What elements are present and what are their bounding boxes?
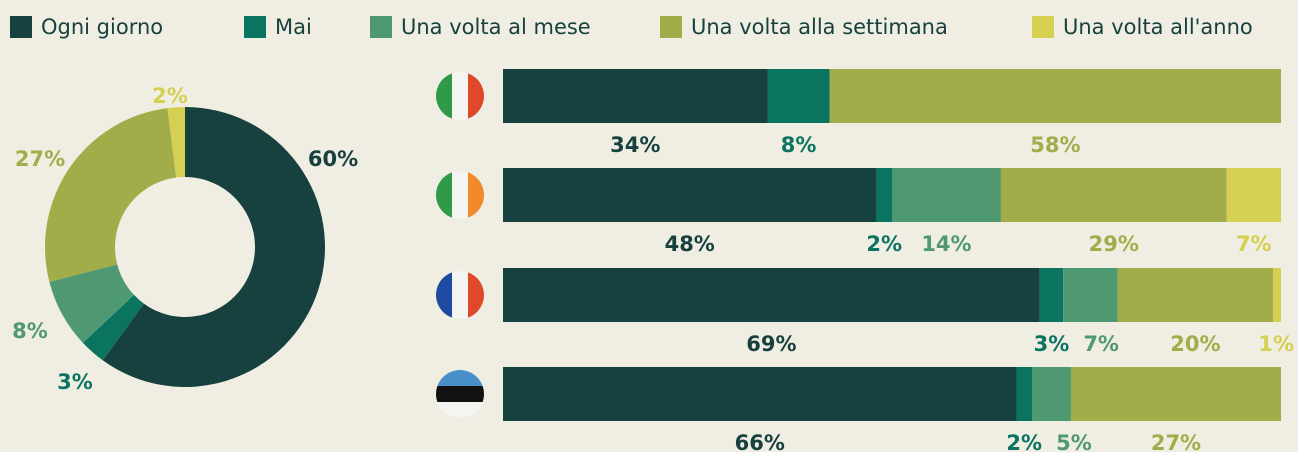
legend-swatch (370, 16, 392, 38)
bar-segment (503, 367, 1017, 421)
flag-ireland (436, 171, 484, 219)
legend-label: Ogni giorno (41, 15, 163, 39)
slice-label: 60% (308, 147, 358, 171)
bar-segment (1063, 268, 1118, 322)
bar-segment (1226, 168, 1281, 222)
bar-value-label: 2% (1006, 431, 1042, 452)
bar-segment (767, 69, 830, 123)
bar-value-label: 1% (1258, 332, 1294, 356)
bar-segment (503, 69, 768, 123)
flag-italy (436, 72, 484, 120)
bar-segment (829, 69, 1281, 123)
bar-segment (1032, 367, 1071, 421)
slice-label: 2% (152, 84, 188, 108)
bar-segment (1039, 268, 1064, 322)
bar-value-label: 8% (781, 133, 817, 157)
flag-estonia (436, 370, 484, 418)
bar-value-label: 2% (866, 232, 902, 256)
bar-value-label: 3% (1034, 332, 1070, 356)
donut-slice (44, 108, 177, 282)
legend-label: Una volta all'anno (1063, 15, 1253, 39)
slice-label: 8% (12, 319, 48, 343)
bar-value-label: 58% (1030, 133, 1080, 157)
bar-value-label: 69% (746, 332, 796, 356)
donut-slice (102, 107, 326, 388)
bar-value-label: 48% (665, 232, 715, 256)
bar-value-label: 5% (1056, 431, 1092, 452)
bar-value-label: 20% (1170, 332, 1220, 356)
flag-france (436, 271, 484, 319)
legend-label: Mai (275, 15, 312, 39)
bar-segment (892, 168, 1001, 222)
bar-value-label: 14% (921, 232, 971, 256)
bar-value-label: 7% (1236, 232, 1272, 256)
legend-label: Una volta alla settimana (691, 15, 948, 39)
legend-label: Una volta al mese (401, 15, 591, 39)
legend-swatch (660, 16, 682, 38)
bar-segment (1117, 268, 1274, 322)
legend-swatch (10, 16, 32, 38)
bar-segment (503, 168, 877, 222)
donut-slice (49, 264, 134, 343)
bar-value-label: 34% (610, 133, 660, 157)
bar-segment (1070, 367, 1281, 421)
bar-value-label: 66% (735, 431, 785, 452)
bar-value-label: 7% (1083, 332, 1119, 356)
bar-segment (1000, 168, 1227, 222)
donut-slice (167, 107, 185, 178)
donut-slice (82, 294, 144, 361)
legend-swatch (1032, 16, 1054, 38)
legend-swatch (244, 16, 266, 38)
bar-segment (1016, 367, 1033, 421)
bar-segment (1273, 268, 1281, 322)
bar-value-label: 27% (1151, 431, 1201, 452)
bar-segment (876, 168, 892, 222)
bar-segment (503, 268, 1040, 322)
slice-label: 3% (57, 370, 93, 394)
slice-label: 27% (15, 147, 65, 171)
bar-value-label: 29% (1089, 232, 1139, 256)
